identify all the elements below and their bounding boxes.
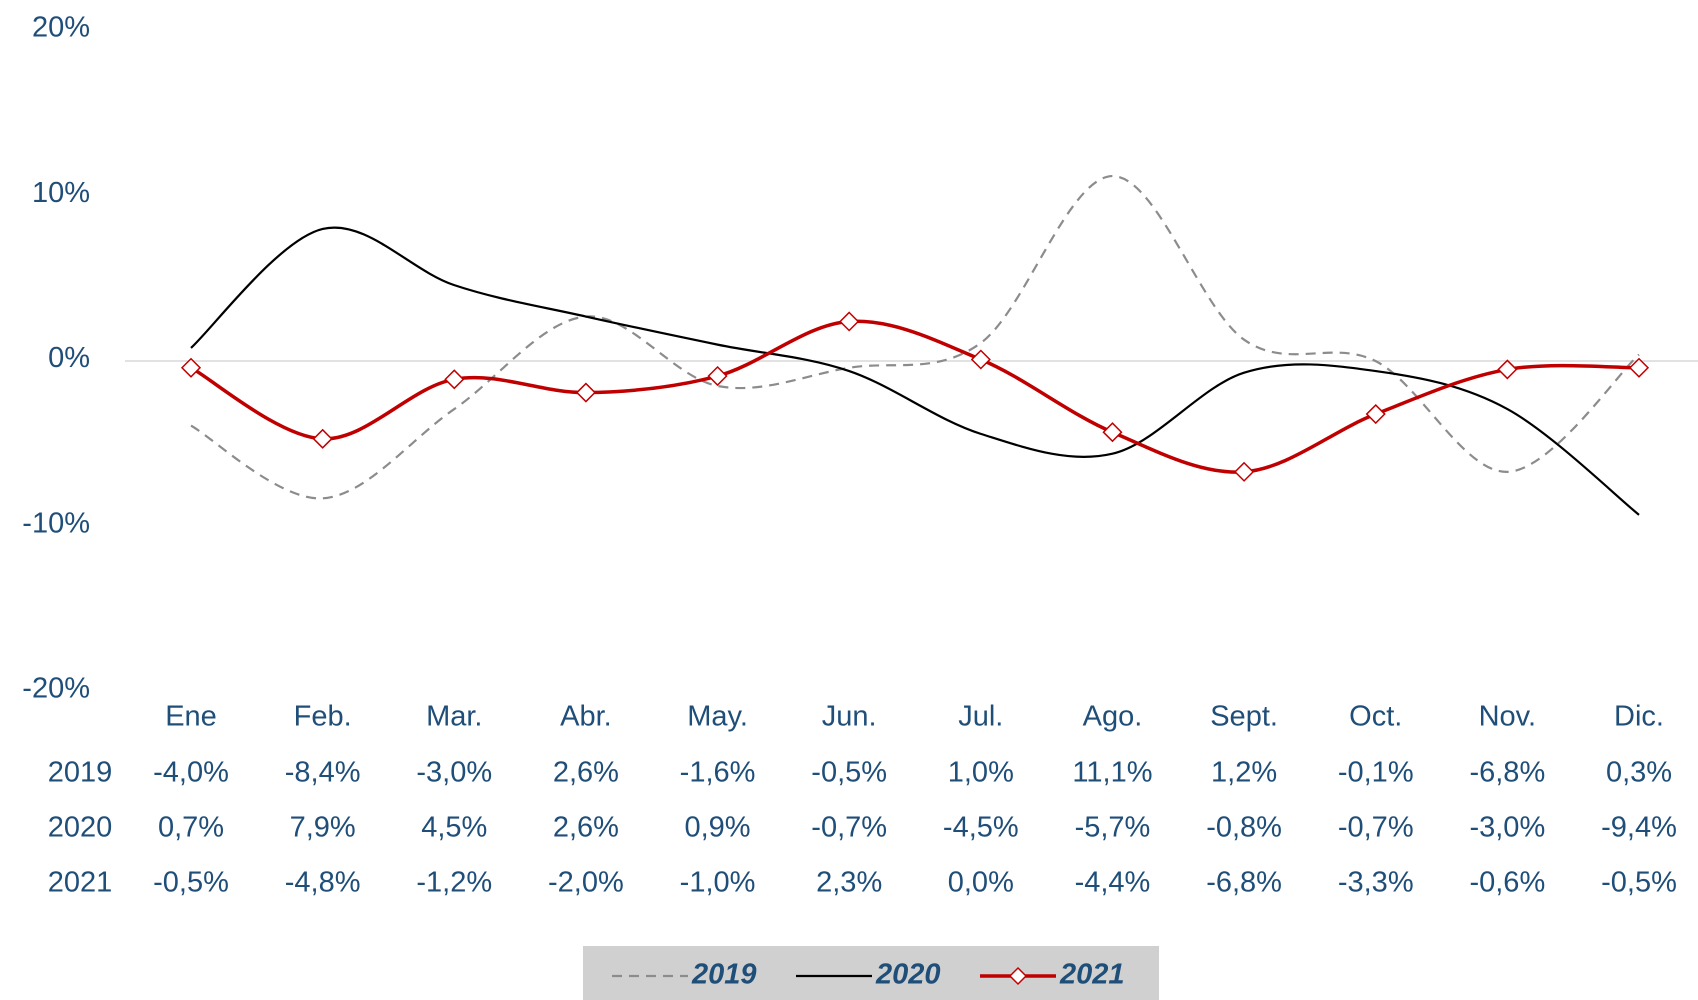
table-row-label: 2019 <box>48 757 113 789</box>
table-cell: -0,6% <box>1469 867 1545 899</box>
x-tick-label: Ene <box>165 701 217 733</box>
marker <box>839 311 860 332</box>
table-cell: -1,2% <box>416 867 492 899</box>
table-cell: -0,7% <box>1338 812 1414 844</box>
table-cell: -1,0% <box>680 867 756 899</box>
table-cell: -1,6% <box>680 757 756 789</box>
table-cell: -8,4% <box>285 757 361 789</box>
table-cell: 7,9% <box>290 812 356 844</box>
marker <box>575 382 596 403</box>
marker <box>1497 359 1518 380</box>
table-cell: -4,0% <box>153 757 229 789</box>
table-cell: -0,5% <box>811 757 887 789</box>
x-tick-label: Jul. <box>958 701 1003 733</box>
table-cell: -3,0% <box>1469 812 1545 844</box>
table-cell: -0,5% <box>153 867 229 899</box>
x-tick-label: Oct. <box>1349 701 1402 733</box>
marker <box>707 365 728 387</box>
table-cell: 2,6% <box>553 757 619 789</box>
series-line <box>190 319 1640 474</box>
table-cell: -2,0% <box>548 867 624 899</box>
x-tick-label: Jun. <box>822 701 877 733</box>
table-cell: -5,7% <box>1075 812 1151 844</box>
marker <box>1102 422 1123 443</box>
x-tick-label: May. <box>687 701 748 733</box>
table-row-label: 2020 <box>48 812 113 844</box>
legend-box <box>583 946 1159 1000</box>
y-tick-label: 10% <box>32 177 90 209</box>
table-cell: -3,0% <box>416 757 492 789</box>
table-cell: -0,5% <box>1601 867 1677 899</box>
table-cell: 11,1% <box>1072 757 1152 789</box>
table-cell: 0,9% <box>684 812 750 844</box>
table-cell: -9,4% <box>1601 812 1677 844</box>
x-tick-label: Nov. <box>1479 701 1536 733</box>
series-line <box>190 226 1640 516</box>
table-row-label: 2021 <box>48 867 113 899</box>
x-tick-label: Mar. <box>426 701 482 733</box>
series-line <box>190 174 1640 500</box>
marker <box>444 369 465 390</box>
marker <box>312 428 333 449</box>
table-cell: 0,7% <box>158 812 224 844</box>
table-cell: -4,8% <box>285 867 361 899</box>
table-cell: 0,3% <box>1606 757 1672 789</box>
marker <box>1234 461 1255 482</box>
legend-marker <box>1008 966 1028 986</box>
table-cell: -6,8% <box>1206 867 1282 899</box>
table-cell: -0,7% <box>811 812 887 844</box>
table-cell: 1,2% <box>1211 757 1277 789</box>
table-cell: -0,1% <box>1338 757 1414 789</box>
table-cell: 1,0% <box>948 757 1014 789</box>
table-cell: 4,5% <box>421 812 487 844</box>
legend-label: 2019 <box>691 959 757 991</box>
marker <box>970 349 991 370</box>
table-cell: 2,6% <box>553 812 619 844</box>
marker <box>180 357 202 378</box>
x-tick-label: Sept. <box>1210 701 1278 733</box>
y-tick-label: 0% <box>48 342 90 374</box>
y-tick-label: -10% <box>22 507 90 539</box>
x-tick-label: Dic. <box>1614 701 1664 733</box>
x-tick-label: Abr. <box>560 701 612 733</box>
legend-label: 2021 <box>1059 959 1125 991</box>
y-tick-label: 20% <box>32 12 90 44</box>
table-cell: -4,4% <box>1075 867 1151 899</box>
table-cell: -4,5% <box>943 812 1019 844</box>
marker <box>1628 357 1650 378</box>
table-cell: -3,3% <box>1338 867 1414 899</box>
table-cell: 2,3% <box>816 867 882 899</box>
table-cell: -6,8% <box>1469 757 1545 789</box>
table-cell: 0,0% <box>948 867 1014 899</box>
legend-label: 2020 <box>875 959 941 991</box>
x-tick-label: Ago. <box>1083 701 1143 733</box>
table-cell: -0,8% <box>1206 812 1282 844</box>
marker <box>1365 403 1386 425</box>
x-tick-label: Feb. <box>294 701 352 733</box>
y-tick-label: -20% <box>22 673 90 705</box>
